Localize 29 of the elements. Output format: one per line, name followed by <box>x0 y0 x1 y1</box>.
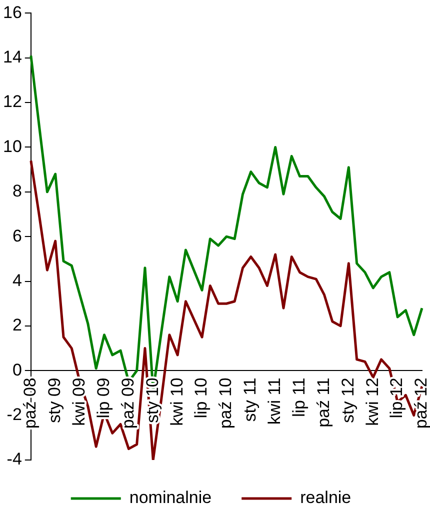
y-tick-label: 16 <box>2 2 22 22</box>
y-tick-label: 8 <box>12 182 22 201</box>
x-tick-label: sty 10 <box>142 378 162 423</box>
x-tick-label: kwi 12 <box>362 378 382 426</box>
y-tick-label: 10 <box>2 136 22 156</box>
x-tick-label: kwi 09 <box>69 378 88 426</box>
x-tick-label: lip 11 <box>289 378 308 418</box>
x-tick-label: kwi 11 <box>265 378 284 425</box>
y-tick-label: 12 <box>2 92 22 112</box>
x-tick-label: paź 09 <box>118 378 138 429</box>
x-tick-label: lip 09 <box>94 378 113 418</box>
legend-label: nominalnie <box>129 488 212 508</box>
x-tick-label: paź 10 <box>216 378 236 429</box>
y-tick-label: 0 <box>12 360 22 380</box>
legend-label: realnie <box>300 488 352 508</box>
y-tick-label: 14 <box>2 48 22 67</box>
x-tick-label: sty 12 <box>338 378 358 423</box>
y-tick-label: -4 <box>6 450 22 469</box>
x-tick-label: sty 11 <box>240 378 260 422</box>
y-tick-label: -2 <box>6 405 22 424</box>
x-tick-label: lip 12 <box>387 378 406 418</box>
x-tick-label: paź 11 <box>314 378 333 428</box>
x-tick-label: kwi 10 <box>167 378 186 426</box>
y-tick-label: 6 <box>12 226 22 246</box>
x-tick-label: lip 10 <box>192 378 211 418</box>
y-tick-label: 4 <box>12 270 22 290</box>
y-tick-label: 2 <box>12 316 22 335</box>
x-tick-label: paź 12 <box>412 378 430 429</box>
x-tick-label: sty 09 <box>45 378 64 423</box>
